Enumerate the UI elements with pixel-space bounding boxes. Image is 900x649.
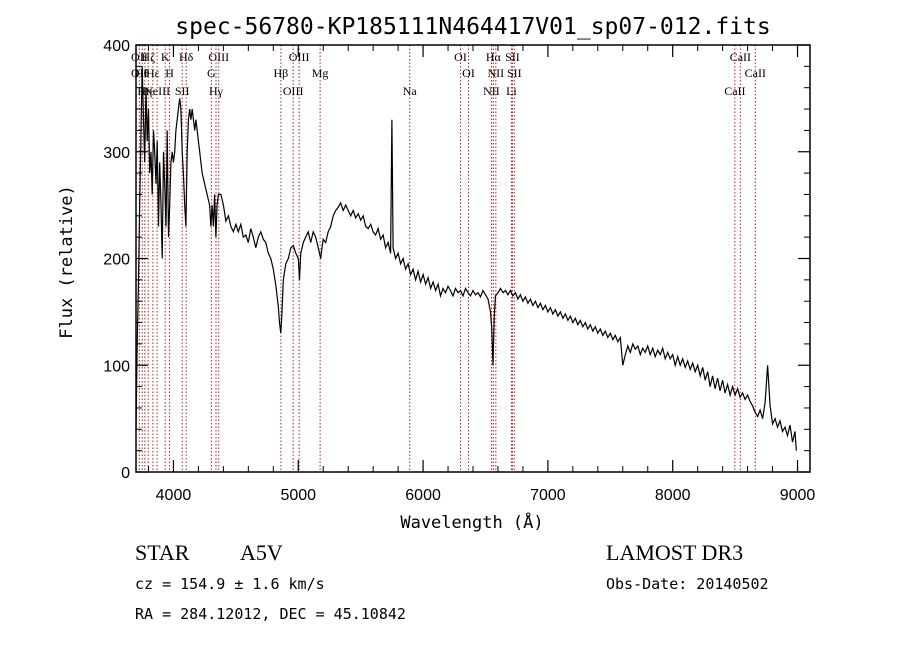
x-tick-label: 7000 <box>530 487 566 504</box>
line-label: OIII <box>289 50 310 64</box>
line-label: OI <box>454 50 467 64</box>
redshift-value: cz = 154.9 ± 1.6 km/s <box>135 575 325 593</box>
line-label: CaII <box>730 50 751 64</box>
line-label: G <box>207 66 216 80</box>
line-label: CaII <box>724 84 745 98</box>
line-label: CaII <box>745 66 766 80</box>
line-label: NII <box>488 66 505 80</box>
line-label: Mg <box>312 66 329 80</box>
chart-title: spec-56780-KP185111N464417V01_sp07-012.f… <box>175 14 770 40</box>
y-tick-label: 0 <box>121 465 130 482</box>
spectrum-series <box>135 66 797 451</box>
x-tick-label: 6000 <box>405 487 441 504</box>
line-label: Hζ <box>141 50 155 64</box>
line-label: OI <box>462 66 475 80</box>
y-tick-label: 400 <box>103 38 130 55</box>
y-axis-label: Flux (relative) <box>57 185 77 339</box>
x-tick-label: 5000 <box>280 487 316 504</box>
spectral-line-markers <box>138 45 756 472</box>
line-label: K <box>161 50 170 64</box>
line-label: NeIII <box>144 84 170 98</box>
line-label: OIII <box>208 50 229 64</box>
line-label: OII <box>131 50 148 64</box>
x-tick-label: 4000 <box>156 487 192 504</box>
line-label: OII <box>131 66 148 80</box>
plot-frame <box>135 44 811 473</box>
coordinates: RA = 284.12012, DEC = 45.10842 <box>135 605 406 623</box>
line-label: Hγ <box>209 84 224 98</box>
line-label: Hα <box>486 50 502 64</box>
object-subclass: A5V <box>240 540 283 565</box>
line-label: SII <box>507 66 522 80</box>
line-label: Hβ <box>274 66 289 80</box>
line-label: H <box>165 66 174 80</box>
line-label: NII <box>483 84 500 98</box>
survey-name: LAMOST DR3 <box>606 540 743 565</box>
line-label: Hε <box>146 66 160 80</box>
line-label: Na <box>403 84 418 98</box>
y-tick-label: 100 <box>103 358 130 375</box>
obs-date: Obs-Date: 20140502 <box>606 575 769 593</box>
object-class: STAR <box>135 540 190 565</box>
spectral-line-labels: OIIOIIHθHηHζHεNeIIIKHSIIHδGHγOIIIHβOIIIO… <box>131 50 766 98</box>
line-label: SII <box>505 50 520 64</box>
line-label: Hδ <box>179 50 194 64</box>
x-axis-label: Wavelength (Å) <box>400 511 543 533</box>
x-axis-ticks: 4000 5000 6000 7000 8000 9000 <box>147 45 816 504</box>
y-tick-label: 200 <box>103 252 130 269</box>
line-label: OIII <box>283 84 304 98</box>
x-tick-label: 9000 <box>780 487 816 504</box>
x-tick-label: 8000 <box>655 487 691 504</box>
line-label: SII <box>175 84 190 98</box>
y-tick-label: 300 <box>103 145 130 162</box>
line-label: Li <box>506 84 517 98</box>
y-axis-ticks: 0 100 200 300 400 <box>103 38 810 482</box>
